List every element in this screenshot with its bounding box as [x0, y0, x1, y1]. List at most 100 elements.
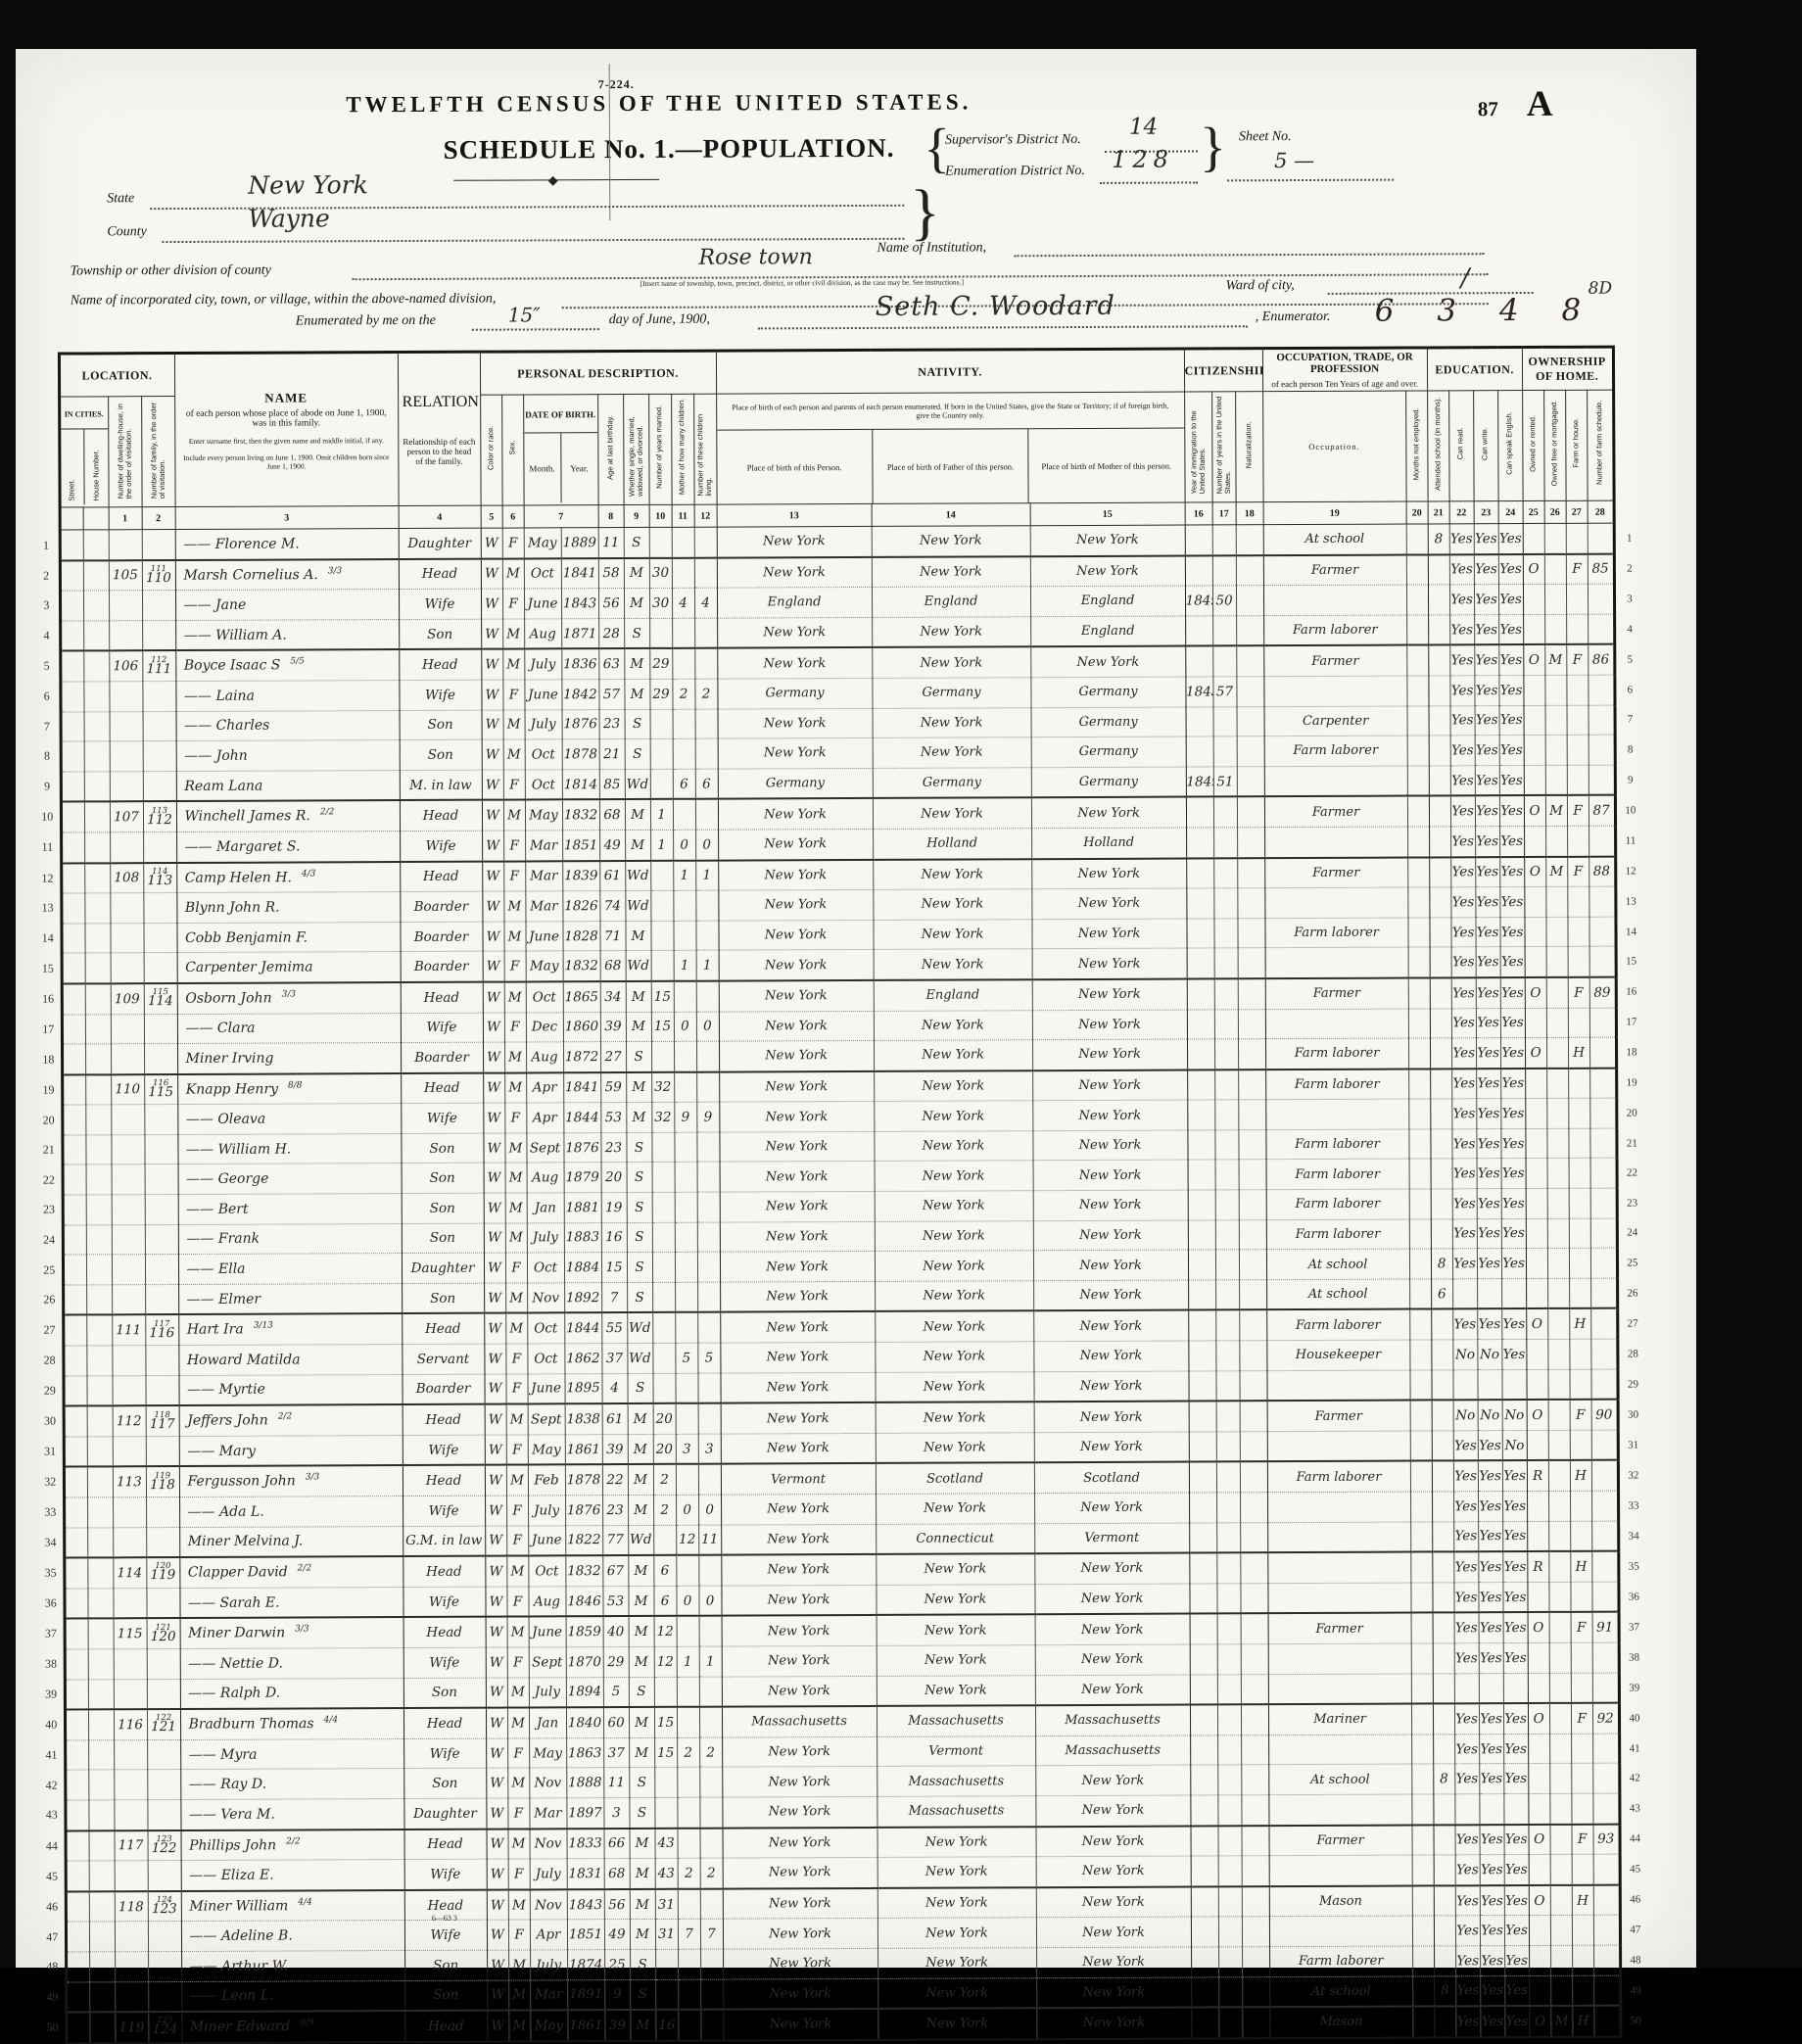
schedule-title: SCHEDULE No. 1.—POPULATION. — [443, 132, 895, 165]
column-number: 1 — [108, 506, 142, 530]
cell-farm_or_house — [1566, 764, 1589, 796]
cell-occupation — [1263, 765, 1407, 797]
cell-pob_father: New York — [876, 1614, 1035, 1646]
cell-years_married: 20 — [652, 1434, 676, 1465]
row-number-left: 32 — [37, 1466, 65, 1498]
cell-birth_year: 1844 — [563, 1102, 601, 1133]
cell-immigration_year: 1843 — [1185, 676, 1213, 707]
cell-can_write: Yes — [1474, 735, 1499, 766]
cell-farm_schedule_no — [1588, 764, 1616, 796]
column-number: 4 — [398, 505, 481, 529]
cell-occupation: Farm laborer — [1264, 917, 1408, 948]
cell-birth_month: Aug — [526, 1163, 564, 1194]
cell-months_not_employed — [1409, 1460, 1433, 1493]
cell-color_race: W — [486, 1859, 508, 1890]
cell-house_number — [83, 620, 110, 651]
row-number-right: 20 — [1616, 1098, 1646, 1128]
cell-years_married: 31 — [654, 1919, 679, 1950]
cell-house_number — [87, 1497, 114, 1528]
cell-pob_mother: New York — [1033, 1341, 1189, 1372]
cell-name: —— Arthur W. — [181, 1950, 405, 1982]
cell-birth_month: Mar — [525, 860, 563, 892]
cell-name: —— Eliza E. — [180, 1859, 404, 1891]
cell-can_write: Yes — [1479, 1884, 1504, 1917]
cell-free_or_mortgaged — [1550, 1974, 1573, 2007]
cell-pob_father: New York — [873, 919, 1032, 950]
cell-farm_schedule_no — [1589, 1217, 1618, 1249]
cell-pob_father: Vermont — [877, 1735, 1036, 1767]
cell-months_not_employed — [1407, 947, 1430, 978]
cell-sex: M — [501, 558, 524, 590]
cell-farm_or_house — [1567, 916, 1589, 947]
cell-years_in_us — [1215, 1340, 1240, 1371]
column-number — [59, 506, 83, 531]
cell-can_read — [1452, 1278, 1478, 1309]
cell-can_write: Yes — [1475, 946, 1500, 978]
cell-years_in_us — [1213, 918, 1238, 949]
cell-street — [62, 1165, 86, 1196]
cell-pob_father: New York — [875, 1371, 1034, 1403]
cell-owned_or_rented — [1526, 1278, 1548, 1309]
row-number-left: 6 — [34, 682, 61, 712]
cell-relation: Wife — [401, 1103, 484, 1134]
cell-sex: M — [503, 921, 526, 952]
cell-family_number: 115 114 — [143, 982, 177, 1015]
cell-street — [62, 1044, 86, 1075]
cell-pob_mother: Holland — [1031, 827, 1187, 859]
cell-sex: M — [506, 1677, 529, 1708]
cell-owned_or_rented — [1525, 1098, 1547, 1129]
cell-farm_or_house — [1567, 826, 1589, 857]
months-not-employed-column-header: Months not employed. — [1405, 390, 1428, 502]
cell-street — [62, 1105, 86, 1135]
cell-dwelling_number — [111, 1104, 145, 1135]
cell-house_number — [85, 1074, 112, 1106]
cell-owned_or_rented — [1525, 1188, 1547, 1219]
cell-sex: F — [507, 1859, 530, 1890]
cell-color_race: W — [487, 1979, 509, 2011]
cell-occupation — [1264, 1008, 1409, 1039]
cell-age: 61 — [599, 860, 626, 891]
cell-age: 37 — [601, 1343, 628, 1374]
cell-years_married — [648, 527, 672, 558]
education-group-header: EDUCATION. — [1427, 347, 1523, 391]
cell-school_months — [1431, 1400, 1453, 1431]
cell-pob_person: Germany — [717, 678, 873, 709]
cell-sex: M — [508, 1979, 531, 2011]
cell-immigration_year — [1186, 948, 1214, 979]
cell-relation: Servant — [402, 1344, 485, 1375]
cell-can_read: Yes — [1452, 1308, 1478, 1340]
cell-occupation: Farm laborer — [1265, 1218, 1410, 1250]
cell-pob_mother: New York — [1032, 1250, 1189, 1281]
cell-can_read — [1454, 1793, 1480, 1825]
cell-pob_person: New York — [721, 1554, 877, 1586]
cell-sex: F — [507, 1737, 530, 1769]
cell-farm_or_house — [1569, 1248, 1591, 1279]
cell-immigration_year — [1185, 737, 1213, 767]
cell-occupation: Mariner — [1268, 1703, 1412, 1735]
cell-name: —— Ada L. — [179, 1496, 403, 1528]
cell-years_married — [652, 1282, 676, 1313]
census-table: LOCATION. NAME of each person whose plac… — [32, 345, 1650, 2044]
cell-relation: Wife — [403, 1859, 487, 1890]
cell-age: 37 — [603, 1737, 630, 1768]
cell-color_race: W — [486, 1889, 508, 1921]
cell-name: —— Florence M. — [174, 528, 399, 560]
cell-color_race: W — [483, 1253, 506, 1284]
cell-color_race: W — [485, 1677, 507, 1708]
cell-mother_of_children — [675, 1312, 698, 1344]
cell-can_speak_english: Yes — [1499, 1008, 1526, 1038]
cell-can_speak_english: Yes — [1497, 523, 1523, 554]
cell-age: 77 — [602, 1525, 629, 1556]
cell-farm_schedule_no — [1593, 2005, 1621, 2037]
naturalization-column-header: Naturalization. — [1235, 391, 1263, 502]
cell-age: 19 — [600, 1192, 627, 1223]
cell-farm_or_house: F — [1567, 795, 1589, 827]
cell-immigration_year — [1188, 1431, 1216, 1462]
cell-occupation: Housekeeper — [1266, 1340, 1410, 1371]
cell-color_race: W — [486, 1797, 508, 1830]
cell-months_not_employed — [1409, 1369, 1432, 1401]
cell-street — [61, 832, 85, 864]
cell-pob_father: New York — [875, 1341, 1034, 1373]
enumeration-district-label: Enumeration District No. — [945, 163, 1085, 179]
cell-color_race: W — [484, 1313, 506, 1345]
